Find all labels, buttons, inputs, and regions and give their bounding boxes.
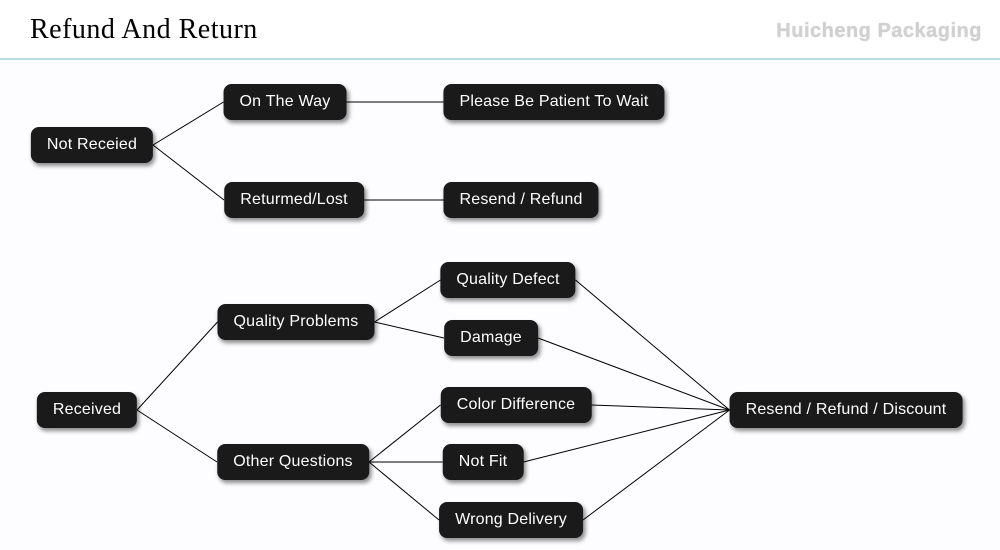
flowchart-canvas: Not Receied On The Way Please Be Patient T… [0,60,1000,550]
flow-edge [592,405,730,410]
flow-node-not-fit: Not Fit [443,444,524,480]
flow-node-returned-lost: Returmed/Lost [224,182,364,218]
flow-edge [369,462,439,520]
header: Refund And Return Huicheng Packaging [0,0,1000,60]
flow-node-color-diff: Color Difference [441,387,592,423]
flow-node-quality-defect: Quality Defect [440,262,575,298]
flow-node-other-questions: Other Questions [217,444,369,480]
flow-node-damage: Damage [444,320,538,356]
flow-node-quality-problems: Quality Problems [217,304,374,340]
flow-node-wait: Please Be Patient To Wait [443,84,664,120]
flow-edge [137,410,217,462]
flow-edge [369,405,441,462]
flow-edge [576,280,730,410]
flow-node-not-received: Not Receied [31,127,153,163]
flow-edge [375,280,441,322]
flow-node-received: Received [37,392,137,428]
flow-edge [153,102,224,145]
brand-watermark: Huicheng Packaging [776,20,982,43]
flow-edge [583,410,730,520]
page-title: Refund And Return [30,14,258,46]
flow-edge [375,322,445,338]
flow-node-resend-refund: Resend / Refund [443,182,598,218]
flow-node-final: Resend / Refund / Discount [730,392,963,428]
flow-node-wrong-delivery: Wrong Delivery [439,502,583,538]
flow-edge [153,145,224,200]
flow-node-on-the-way: On The Way [224,84,347,120]
flow-edge [137,322,218,410]
